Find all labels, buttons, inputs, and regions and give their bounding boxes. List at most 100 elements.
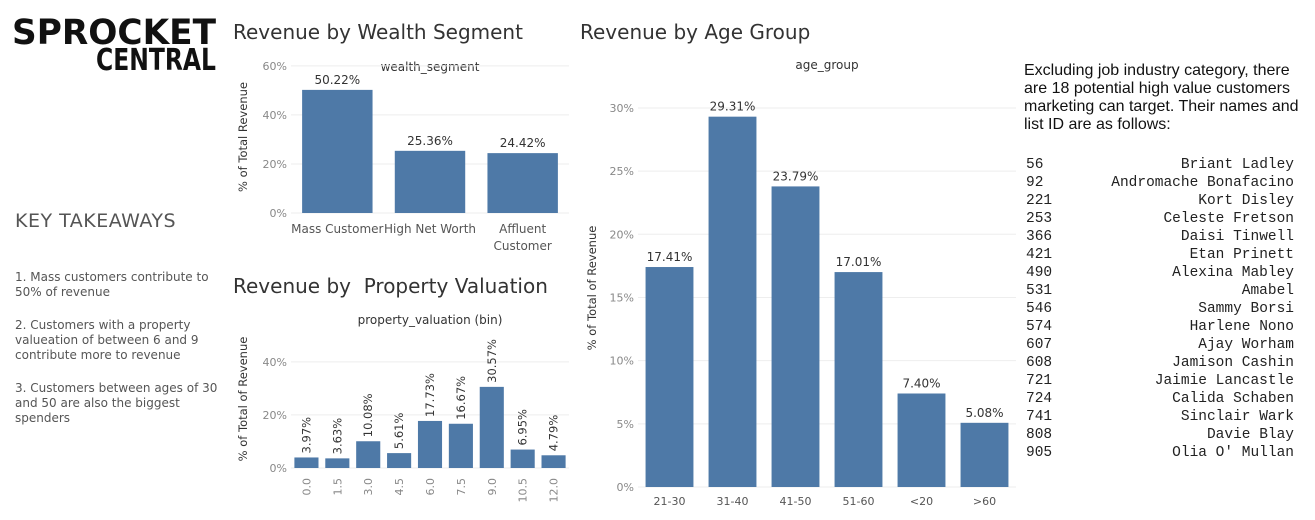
bar: [394, 150, 466, 213]
bar: [448, 423, 473, 468]
customer-name: Amabel: [1241, 283, 1294, 299]
bar: [294, 457, 319, 468]
y-tick-label: 40%: [263, 356, 287, 369]
property-valuation-chart: property_valuation (bin) % of Total of Re…: [236, 313, 569, 503]
bar: [417, 420, 443, 468]
x-tick-label: 7.5: [455, 478, 468, 496]
wealth-segment-chart: wealth_segment % of Total Revenue 0% 20% 40%…: [236, 60, 569, 253]
customer-id: 721: [1026, 373, 1053, 389]
customer-row: 490 Alexina Mabley: [1026, 264, 1294, 282]
customer-name: Briant Ladley: [1180, 157, 1294, 173]
x-tick-label: <20: [910, 495, 933, 508]
x-tick-label: 41-50: [780, 495, 812, 508]
customer-name: Ajay Worham: [1198, 337, 1294, 353]
customer-name: Davie Blay: [1206, 427, 1294, 443]
customer-name: Calida Schaben: [1172, 391, 1294, 407]
bar: [708, 116, 757, 487]
key-takeaways-title: KEY TAKEAWAYS: [15, 210, 177, 232]
x-tick-label: 31-40: [717, 495, 749, 508]
y-tick-label: 20%: [610, 228, 634, 241]
customer-row: 546 Sammy Borsi: [1026, 300, 1294, 318]
customer-name: Sinclair Wark: [1180, 409, 1294, 425]
customer-id: 421: [1026, 247, 1053, 263]
customer-id: 607: [1026, 337, 1053, 353]
data-label: 29.31%: [710, 100, 756, 114]
bar: [487, 153, 558, 213]
x-tick-label: Affluent: [499, 222, 546, 236]
x-tick-label: 0.0: [300, 478, 313, 496]
data-label: 5.08%: [965, 406, 1003, 420]
customer-id: 366: [1026, 229, 1053, 245]
data-label: 25.36%: [407, 134, 453, 148]
customer-name: Harlene Nono: [1189, 319, 1294, 335]
data-label: 16.67%: [454, 376, 468, 420]
customer-name: Daisi Tinwell: [1180, 229, 1294, 245]
customer-id: 808: [1026, 427, 1053, 443]
bar: [510, 449, 535, 468]
data-label: 6.95%: [516, 409, 530, 446]
takeaway-3: 3. Customers between ages of 30 and 50 a…: [15, 381, 218, 425]
bar: [897, 393, 946, 487]
y-tick-label: 20%: [263, 158, 287, 171]
data-label: 17.41%: [647, 250, 693, 264]
y-tick-label: 40%: [263, 109, 287, 122]
x-tick-label: >60: [973, 495, 996, 508]
x-tick-label: Mass Customer: [291, 222, 383, 236]
wealth-chart-title: Revenue by Wealth Segment: [233, 20, 523, 44]
bar: [356, 441, 381, 468]
customer-name: Etan Prinett: [1189, 247, 1294, 263]
data-label: 23.79%: [773, 169, 819, 183]
customer-row: 421 Etan Prinett: [1026, 246, 1294, 264]
y-tick-label: 15%: [610, 291, 634, 304]
customer-id: 253: [1026, 211, 1053, 227]
customer-name: Celeste Fretson: [1163, 211, 1294, 227]
customer-id: 608: [1026, 355, 1053, 371]
y-tick-label: 20%: [263, 409, 287, 422]
data-label: 7.40%: [902, 377, 940, 391]
customer-row: 574 Harlene Nono: [1026, 318, 1294, 336]
data-label: 30.57%: [485, 339, 499, 383]
y-tick-label: 0%: [270, 462, 287, 475]
customer-id: 741: [1026, 409, 1053, 425]
bar: [325, 458, 350, 468]
customer-id: 905: [1026, 445, 1053, 461]
data-label: 4.79%: [547, 415, 561, 452]
bar: [645, 267, 694, 487]
customer-name: Sammy Borsi: [1198, 301, 1294, 317]
data-label: 17.73%: [423, 373, 437, 417]
customer-id: 56: [1026, 157, 1044, 173]
chart-axis-header: property_valuation (bin): [358, 313, 503, 327]
customer-row: 808 Davie Blay: [1026, 426, 1294, 444]
chart-axis-header: wealth_segment: [381, 60, 480, 74]
y-axis-label: % of Total Revenue: [236, 82, 250, 192]
y-tick-label: 60%: [263, 60, 287, 73]
x-tick-label: High Net Worth: [384, 222, 476, 236]
customer-row: 253 Celeste Fretson: [1026, 210, 1294, 228]
customer-id: 490: [1026, 265, 1053, 281]
summary-paragraph: Excluding job industry category, there a…: [1024, 62, 1299, 133]
customer-row: 531 Amabel: [1026, 282, 1294, 300]
customer-id: 724: [1026, 391, 1053, 407]
customer-name: Andromache Bonafacino: [1111, 175, 1294, 191]
customer-row: 608 Jamison Cashin: [1026, 354, 1294, 372]
customer-name: Kort Disley: [1198, 193, 1294, 209]
bar: [387, 453, 412, 468]
x-tick-label: 10.5: [517, 478, 530, 503]
customer-id-list: 56 Briant Ladley 92 Andromache Bonafacino 22…: [1026, 156, 1294, 462]
customer-name: Jamison Cashin: [1172, 355, 1294, 371]
customer-id: 531: [1026, 283, 1053, 299]
x-tick-label: 9.0: [486, 478, 499, 496]
logo-line1: SPROCKET: [12, 14, 216, 53]
data-label: 24.42%: [500, 136, 546, 150]
customer-row: 607 Ajay Worham: [1026, 336, 1294, 354]
customer-name: Alexina Mabley: [1172, 265, 1294, 281]
data-label: 5.61%: [392, 413, 406, 450]
x-tick-label: 6.0: [424, 478, 437, 496]
customer-row: 221 Kort Disley: [1026, 192, 1294, 210]
customer-row: 905 Olia O' Mullan: [1026, 444, 1294, 462]
x-tick-label: 12.0: [548, 478, 561, 503]
logo-line2: CENTRAL: [96, 43, 216, 72]
sprocket-central-logo: SPROCKET CENTRAL: [12, 14, 216, 72]
customer-id: 221: [1026, 193, 1053, 209]
data-label: 17.01%: [836, 255, 882, 269]
